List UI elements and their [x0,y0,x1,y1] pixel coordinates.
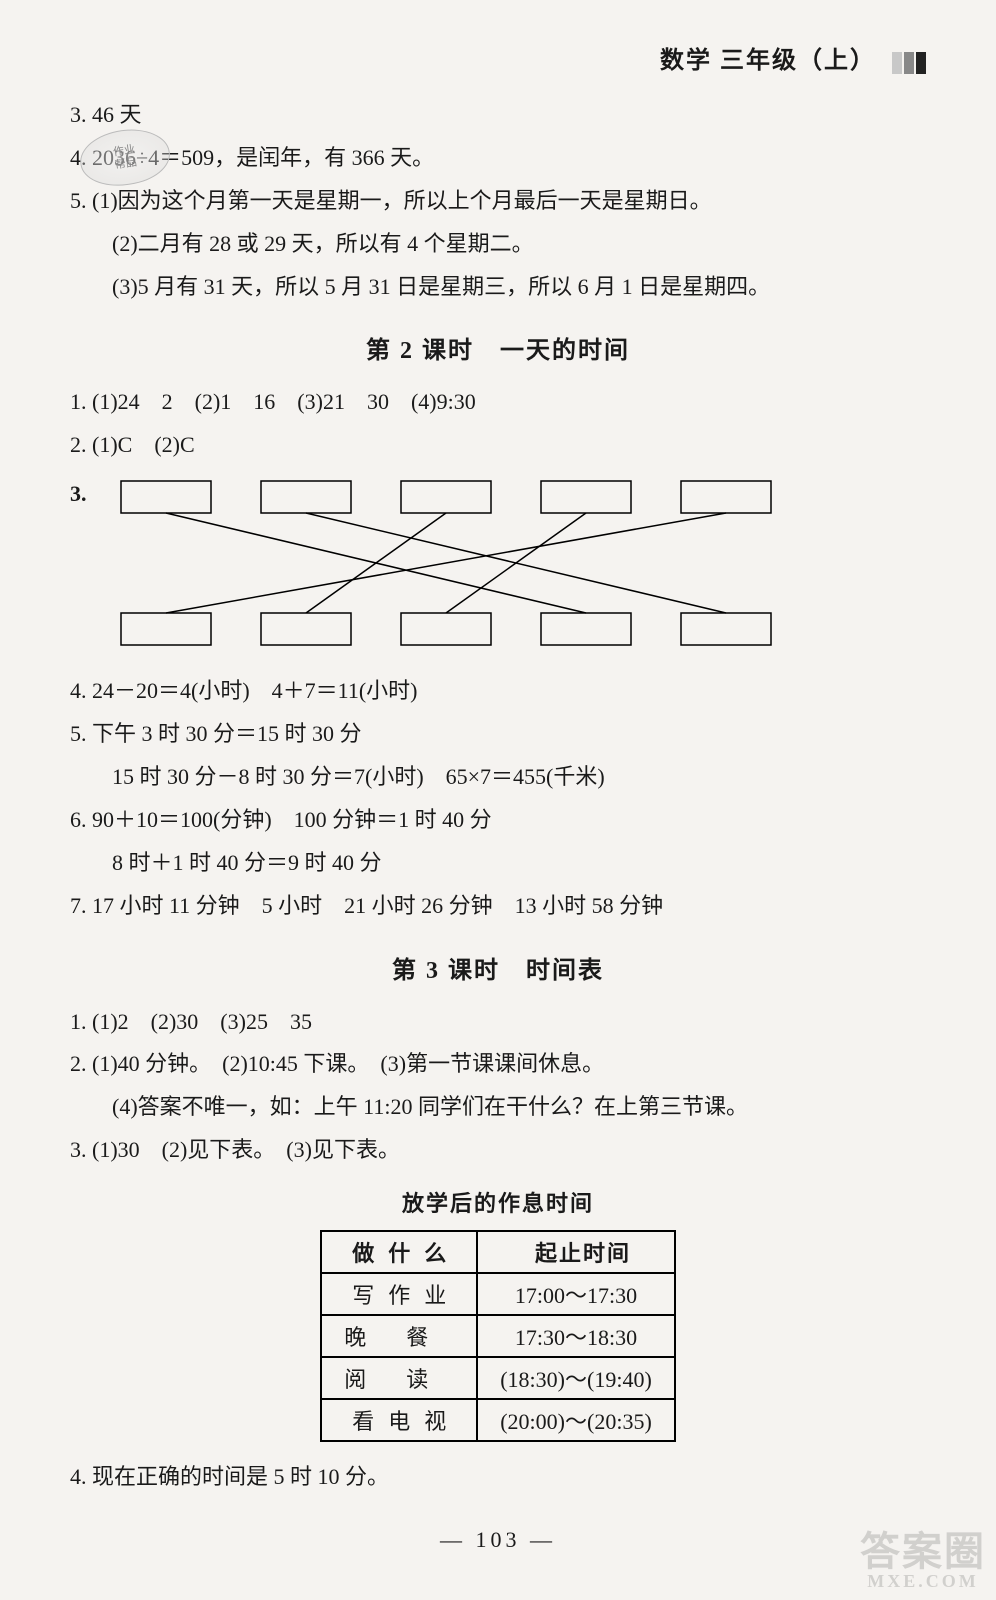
l2-q1: 1. (1)24 2 (2)1 16 (3)21 30 (4)9:30 [70,381,926,424]
lesson3-title: 第 3 课时 时间表 [70,950,926,985]
l2-q6b: 8 时＋1 时 40 分＝9 时 40 分 [70,842,926,885]
matching-diagram [91,473,811,658]
table-head-row: 做什么 起止时间 [321,1231,675,1273]
l2-q2: 2. (1)C (2)C [70,424,926,467]
l3-q2b: (4)答案不唯一，如：上午 11:20 同学们在干什么？在上第三节课。 [70,1086,926,1129]
schedule-table: 做什么 起止时间 写作业 17:00～17:30 晚餐 17:30～18:30 … [320,1230,676,1442]
lesson2-title: 第 2 课时 一天的时间 [70,330,926,365]
header-decor-bars [890,49,926,76]
table-row: 阅读 (18:30)～(19:40) [321,1357,675,1399]
grade-label: 三年级（上） [720,48,876,74]
table-row: 看电视 (20:00)～(20:35) [321,1399,675,1441]
l2-q7: 7. 17 小时 11 分钟 5 小时 21 小时 26 分钟 13 小时 58… [70,885,926,928]
schedule-title: 放学后的作息时间 [70,1186,926,1218]
answer-5-1: 5. (1)因为这个月第一天是星期一，所以上个月最后一天是星期日。 [70,180,926,223]
table-row: 晚餐 17:30～18:30 [321,1315,675,1357]
answer-5-3: (3)5 月有 31 天，所以 5 月 31 日是星期三，所以 6 月 1 日是… [70,266,926,309]
l2-q3-matching: 3. [70,473,926,658]
watermark-bottom-right: 答案圈 MXE.COM [860,1532,986,1590]
subject-label: 数学 [660,48,712,74]
l3-q3: 3. (1)30 (2)见下表。 (3)见下表。 [70,1129,926,1172]
l2-q6a: 6. 90＋10＝100(分钟) 100 分钟＝1 时 40 分 [70,799,926,842]
l3-q4: 4. 现在正确的时间是 5 时 10 分。 [70,1456,926,1499]
col-time: 起止时间 [477,1231,675,1273]
l3-q2a: 2. (1)40 分钟。 (2)10:45 下课。 (3)第一节课课间休息。 [70,1043,926,1086]
page-header: 数学 三年级（上） [70,40,926,76]
l2-q3-label: 3. [70,473,87,507]
l3-q1: 1. (1)2 (2)30 (3)25 35 [70,1001,926,1044]
col-activity: 做什么 [321,1231,477,1273]
table-row: 写作业 17:00～17:30 [321,1273,675,1315]
l2-q5b: 15 时 30 分－8 时 30 分＝7(小时) 65×7＝455(千米) [70,756,926,799]
answer-3: 3. 46 天 [70,94,926,137]
answer-4: 4. 2036÷4＝509，是闰年，有 366 天。 [70,137,926,180]
l2-q4: 4. 24－20＝4(小时) 4＋7＝11(小时) [70,670,926,713]
answer-5-2: (2)二月有 28 或 29 天，所以有 4 个星期二。 [70,223,926,266]
l2-q5a: 5. 下午 3 时 30 分＝15 时 30 分 [70,713,926,756]
page-number: — 103 — [70,1527,926,1553]
